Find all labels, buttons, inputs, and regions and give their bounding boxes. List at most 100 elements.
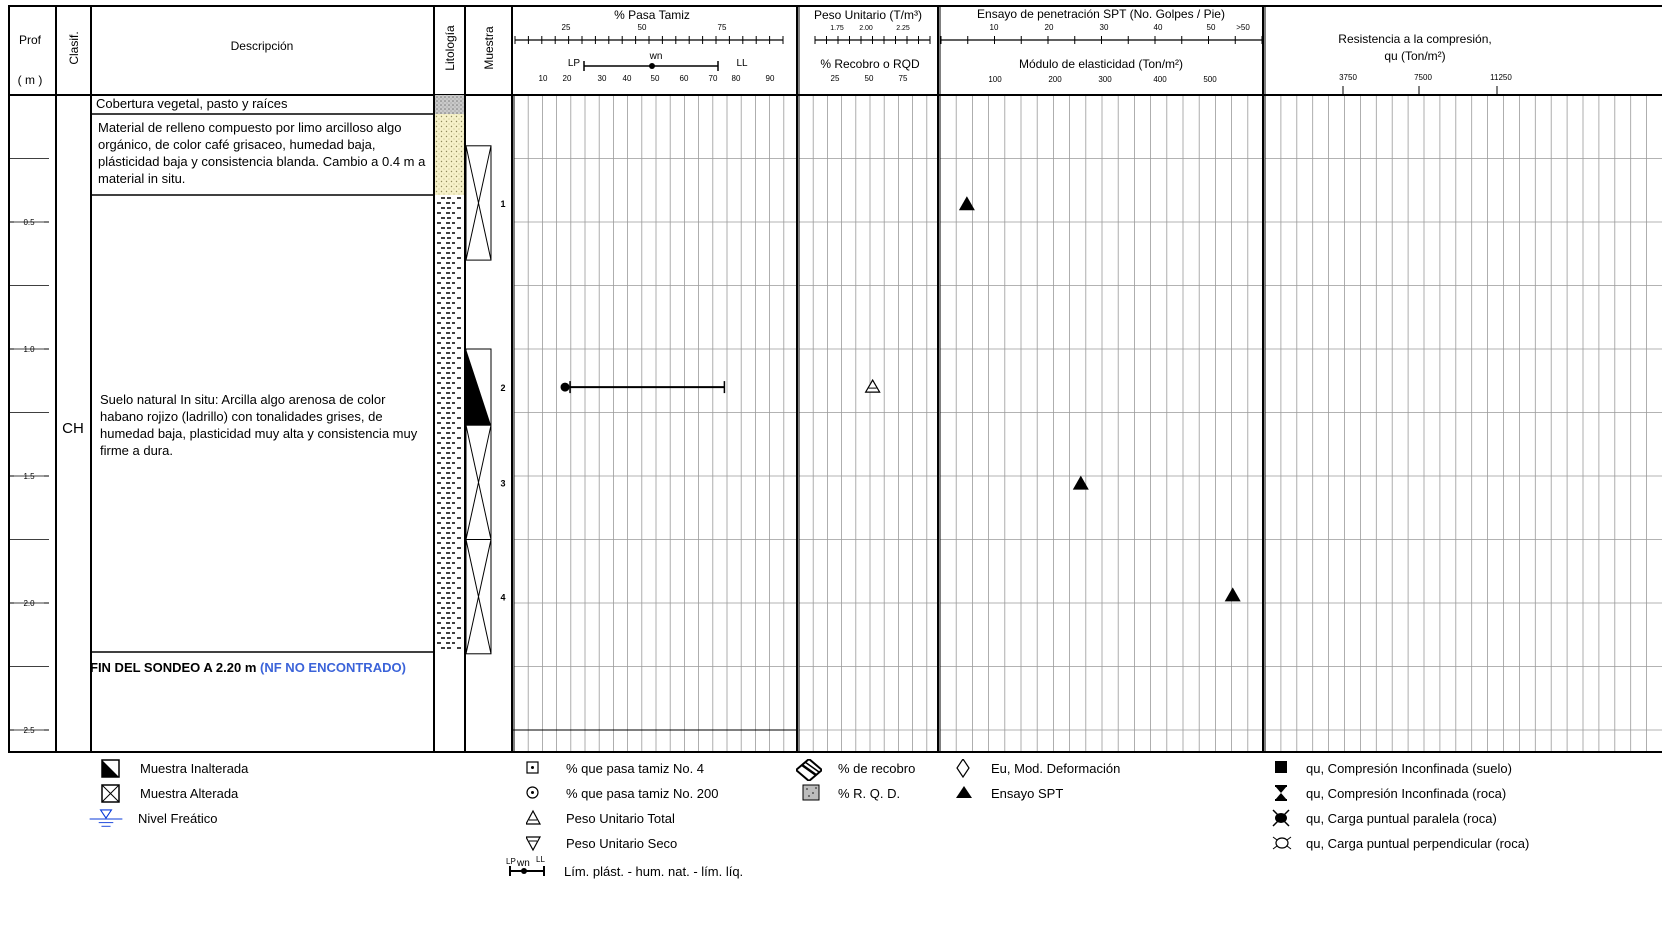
legend-label: % que pasa tamiz No. 4 — [566, 761, 705, 776]
hourglass-icon — [1275, 785, 1287, 801]
fin-sondeo-nf: (NF NO ENCONTRADO) — [260, 660, 406, 675]
axis-tick-label: 11250 — [1490, 73, 1512, 82]
lithology-clay — [435, 195, 464, 652]
triangle-filled-icon — [956, 786, 972, 798]
triangle-down-icon — [526, 836, 542, 852]
axis-tick-label: 300 — [1098, 75, 1112, 84]
sample-label: 3 — [500, 478, 505, 488]
axis-tick-label: 90 — [766, 74, 775, 83]
header-peso-unitario-label: Peso Unitario (T/m³) — [814, 8, 922, 22]
legend-label: Ensayo SPT — [991, 786, 1064, 801]
sample-label: 2 — [500, 383, 505, 393]
legend-label: Muestra Inalterada — [140, 761, 249, 776]
layer-3-description: Suelo natural In situ: Arcilla algo aren… — [100, 392, 418, 458]
axis-tick-label: 25 — [562, 23, 571, 32]
axis-tick-label: 1.75 — [830, 25, 844, 32]
sample-cross — [465, 425, 492, 540]
header-resistencia-1: Resistencia a la compresión, — [1338, 32, 1491, 46]
header-resistencia-2-label: qu (Ton/m²) — [1384, 49, 1445, 63]
axis-tick-label: 2.25 — [896, 25, 910, 32]
layer-1-description: Cobertura vegetal, pasto y raíces — [96, 96, 288, 111]
axis-tick-label: 20 — [563, 74, 572, 83]
axis-tick-label: 50 — [865, 74, 874, 83]
lithology-fill — [435, 114, 464, 195]
axis-tick-label: 70 — [709, 74, 718, 83]
legend-ll-mini: LL — [536, 856, 545, 864]
atterberg-wn-point — [560, 382, 570, 392]
axis-tick-label: 2.00 — [859, 25, 873, 32]
axis-tick-label: 60 — [680, 74, 689, 83]
axis-tick-label: 400 — [1153, 75, 1167, 84]
legend-label: Nivel Freático — [138, 811, 218, 826]
header-prof-unit: ( m ) — [18, 73, 43, 87]
diamond-hatched-icon — [796, 759, 822, 781]
point-load-parallel-icon — [1272, 809, 1290, 827]
axis-tick-label: 100 — [988, 75, 1002, 84]
axis-tick-label: 500 — [1203, 75, 1217, 84]
circle-dot-icon — [526, 786, 539, 799]
square-dot-icon — [526, 761, 539, 774]
sample-label: 1 — [500, 199, 505, 209]
header-resistencia-2: qu (Ton/m²) — [1384, 49, 1445, 63]
legend-label: % de recobro — [838, 761, 916, 776]
sample-cross — [465, 145, 492, 261]
depth-tick-label: 1.0 — [23, 345, 35, 354]
legend-label: qu, Carga puntual perpendicular (roca) — [1306, 836, 1530, 851]
legend-label: % que pasa tamiz No. 200 — [566, 786, 719, 801]
axis-tick-label: 10 — [990, 23, 999, 32]
header-lp: LP — [568, 58, 581, 69]
triangle-up-icon — [526, 809, 542, 825]
sample-cross — [465, 539, 492, 654]
layer-2-description: Material de relleno compuesto por limo a… — [98, 120, 426, 186]
legend-label: % R. Q. D. — [838, 786, 901, 801]
header-spt: Ensayo de penetración SPT (No. Golpes / … — [977, 7, 1225, 21]
diamond-icon — [956, 759, 970, 779]
lithology-vegetation — [435, 95, 464, 114]
axis-tick-label: 25 — [831, 74, 840, 83]
axis-tick-label: 10 — [539, 74, 548, 83]
axis-tick-label: 20 — [1045, 23, 1054, 32]
muestra-inalterada-icon — [101, 759, 120, 778]
axis-tick-label: 75 — [718, 23, 727, 32]
axis-tick-label: 50 — [1207, 23, 1216, 32]
sample-fill — [466, 349, 491, 426]
legend-label: qu, Compresión Inconfinada (suelo) — [1306, 761, 1512, 776]
square-filled-icon — [1275, 761, 1287, 773]
point-load-perpendicular-icon — [1272, 836, 1292, 850]
header-litologia: Litología — [443, 25, 457, 71]
legend-label: qu, Compresión Inconfinada (roca) — [1306, 786, 1507, 801]
legend-lp-mini: LP — [506, 857, 516, 866]
water-table-icon — [89, 809, 123, 827]
axis-tick-label: 7500 — [1414, 73, 1432, 82]
legend-label: Eu, Mod. Deformación — [991, 761, 1121, 776]
fin-sondeo-main: FIN DEL SONDEO A 2.20 m — [90, 660, 256, 675]
axis-tick-label: >50 — [1236, 23, 1250, 32]
header-wn: wn — [649, 51, 663, 62]
depth-tick-label: 1.5 — [23, 472, 35, 481]
peso-unitario-total-point — [864, 378, 881, 393]
header-muestra: Muestra — [482, 26, 496, 70]
spt-point — [958, 196, 975, 211]
fin-sondeo: FIN DEL SONDEO A 2.20 m (NF NO ENCONTRAD… — [90, 660, 406, 675]
header-recobro: % Recobro o RQD — [820, 57, 920, 71]
axis-tick-label: 50 — [651, 74, 660, 83]
header-modulo: Módulo de elasticidad (Ton/m²) — [1019, 57, 1183, 71]
legend-label: Muestra Alterada — [140, 786, 239, 801]
axis-tick-label: 50 — [638, 23, 647, 32]
legend-label: Peso Unitario Seco — [566, 836, 678, 851]
wn-header-dot — [649, 63, 655, 69]
depth-tick-label: 2.5 — [23, 726, 35, 735]
sample-label: 4 — [500, 593, 505, 603]
legend-label: qu, Carga puntual paralela (roca) — [1306, 811, 1497, 826]
spt-point — [1224, 587, 1241, 602]
axis-tick-label: 30 — [598, 74, 607, 83]
header-clasif: Clasif. — [67, 31, 81, 64]
header-ll: LL — [736, 58, 748, 69]
muestra-alterada-icon — [101, 784, 120, 803]
axis-tick-label: 40 — [1154, 23, 1163, 32]
clasificacion-ch: CH — [62, 420, 84, 437]
axis-tick-label: 80 — [732, 74, 741, 83]
header-prof: Prof — [19, 33, 42, 47]
header-pasa-tamiz: % Pasa Tamiz — [614, 8, 690, 22]
